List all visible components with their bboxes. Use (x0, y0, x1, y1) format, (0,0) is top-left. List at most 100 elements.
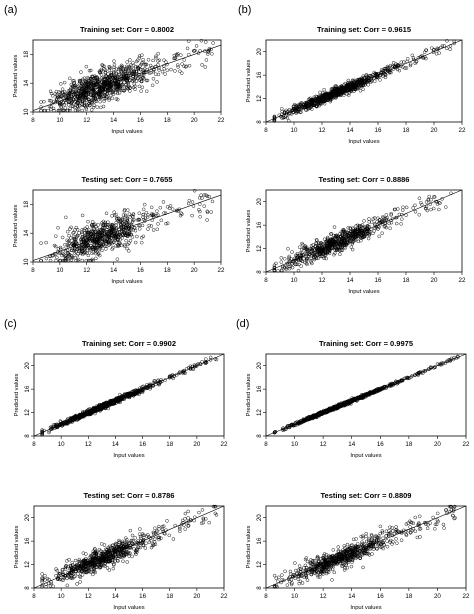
data-point (381, 232, 384, 235)
data-point (45, 241, 48, 244)
data-point (113, 211, 116, 214)
x-tick-label: 14 (110, 267, 117, 274)
data-point (429, 208, 432, 211)
x-tick-label: 18 (403, 127, 410, 134)
data-point (162, 59, 165, 62)
data-point (138, 212, 141, 215)
data-point (291, 251, 294, 254)
data-point (162, 200, 165, 203)
data-point (183, 517, 186, 520)
y-tick-label: 8 (24, 586, 31, 590)
y-tick-label: 18 (23, 50, 30, 57)
data-point (205, 58, 208, 61)
data-point (428, 195, 431, 198)
x-tick-label: 14 (112, 593, 119, 600)
data-point (389, 227, 392, 230)
data-point (125, 239, 128, 242)
data-point (103, 544, 106, 547)
data-point (126, 560, 129, 563)
data-point (93, 223, 96, 226)
x-tick-label: 18 (403, 277, 410, 284)
x-tick-label: 22 (218, 267, 225, 274)
data-point (64, 568, 67, 571)
data-point (141, 86, 144, 89)
data-point (134, 241, 137, 244)
data-point (77, 252, 80, 255)
data-point (100, 542, 103, 545)
x-tick-label: 12 (85, 593, 92, 600)
data-point (157, 63, 160, 66)
data-point (111, 97, 114, 100)
data-point (411, 54, 414, 57)
y-axis-label: Predicted values (13, 204, 19, 247)
fit-line (266, 190, 462, 272)
data-point (212, 42, 215, 45)
y-tick-label: 20 (24, 514, 31, 521)
data-point (323, 238, 326, 241)
data-point (166, 222, 169, 225)
x-tick-label: 12 (83, 267, 90, 274)
data-point (367, 217, 370, 220)
data-point (70, 258, 73, 261)
data-point (161, 70, 164, 73)
data-point (145, 211, 148, 214)
data-point (171, 208, 174, 211)
x-tick-label: 22 (221, 593, 228, 600)
data-point (43, 574, 46, 577)
y-tick-label: 8 (256, 270, 263, 274)
data-point (152, 77, 155, 80)
y-tick-label: 16 (256, 71, 263, 78)
data-point (153, 527, 156, 530)
y-tick-label: 8 (256, 120, 263, 124)
x-tick-label: 12 (85, 441, 92, 448)
data-point (298, 246, 301, 249)
data-point (153, 538, 156, 541)
data-point (106, 566, 109, 569)
fit-line (34, 354, 224, 436)
data-point (168, 534, 171, 537)
data-point (157, 525, 160, 528)
x-tick-label: 8 (31, 267, 35, 274)
data-point (104, 71, 107, 74)
data-point (201, 63, 204, 66)
data-point (109, 94, 112, 97)
y-tick-label: 8 (24, 434, 31, 438)
data-point (274, 262, 277, 265)
chart-title: Testing set: Corr = 0.7655 (82, 175, 173, 184)
data-point (86, 225, 89, 228)
data-point (385, 213, 388, 216)
chart-title: Training set: Corr = 0.9975 (319, 339, 413, 348)
data-points (273, 192, 453, 273)
data-point (126, 61, 129, 64)
data-point (166, 69, 169, 72)
data-point (178, 70, 181, 73)
data-point (405, 214, 408, 217)
x-tick-label: 10 (56, 267, 63, 274)
data-point (146, 228, 149, 231)
data-point (103, 100, 106, 103)
data-point (280, 256, 283, 259)
x-tick-label: 10 (58, 441, 65, 448)
x-tick-label: 14 (110, 117, 117, 124)
data-point (108, 569, 111, 572)
data-point (183, 58, 186, 61)
data-point (405, 206, 408, 209)
data-point (319, 91, 322, 94)
data-point (159, 206, 162, 209)
data-point (157, 52, 160, 55)
data-point (201, 508, 204, 511)
x-tick-label: 18 (164, 117, 171, 124)
data-point (176, 64, 179, 67)
data-point (150, 206, 153, 209)
y-axis-label: Predicted values (13, 54, 19, 97)
data-point (142, 208, 145, 211)
data-point (64, 216, 67, 219)
fit-line (266, 40, 462, 122)
x-tick-label: 16 (139, 441, 146, 448)
data-point (150, 225, 153, 228)
